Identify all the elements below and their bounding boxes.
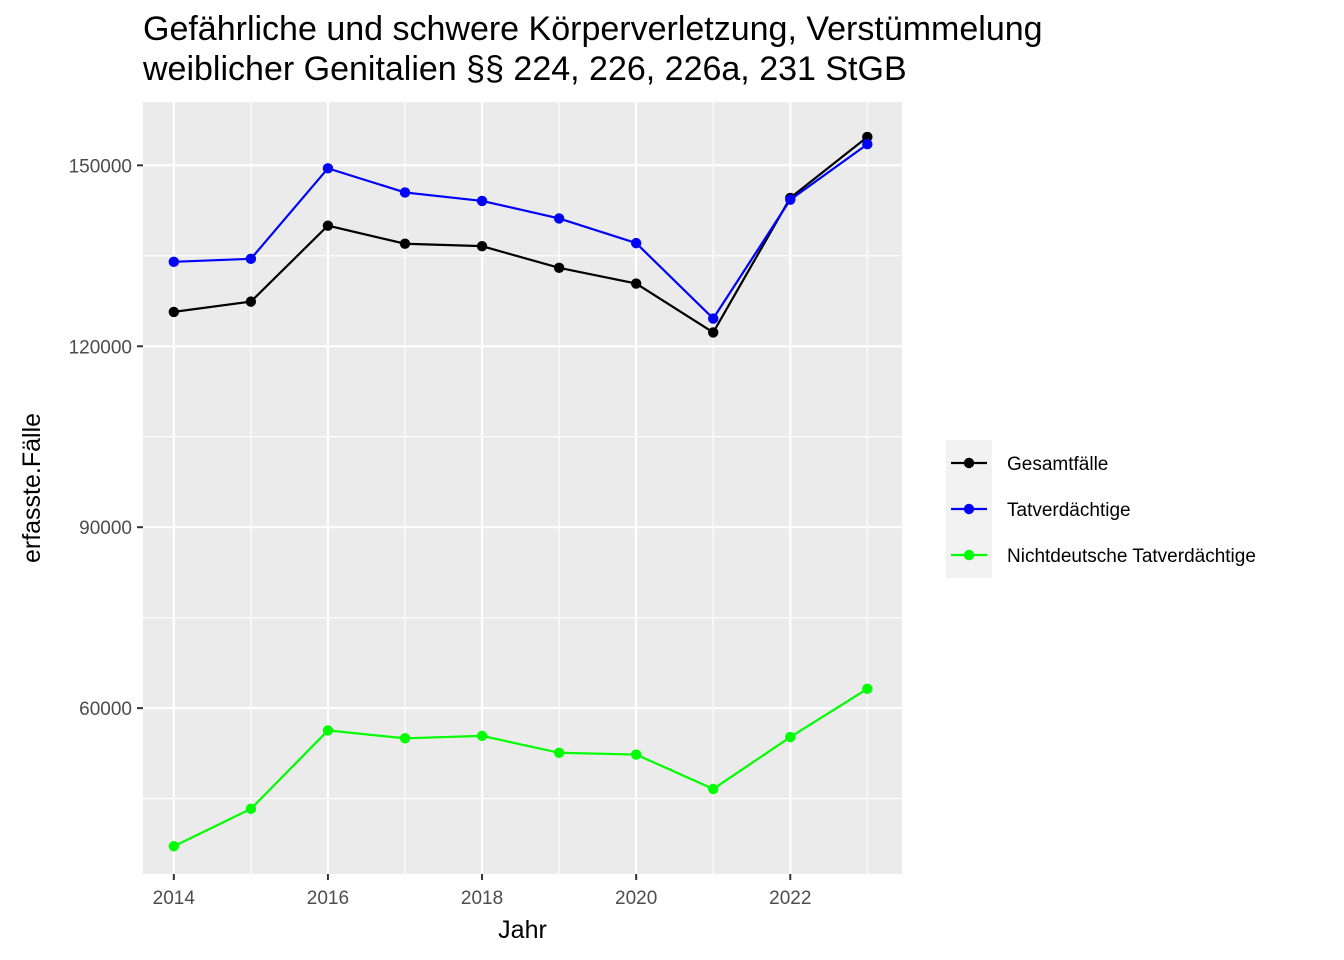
data-point-0-5 (553, 262, 565, 274)
x-tick-label: 2022 (769, 888, 811, 909)
data-point-2-5 (553, 747, 565, 758)
y-tick-label: 150000 (69, 156, 132, 177)
legend-point-2 (963, 549, 975, 561)
legend: Gesamtfälle Tatverdächtige Nichtdeutsche T… (946, 440, 1256, 578)
data-point-2-8 (785, 731, 796, 743)
y-tick-label: 120000 (69, 337, 132, 358)
data-point-1-0 (168, 256, 180, 268)
data-point-0-1 (245, 296, 257, 307)
data-point-1-8 (785, 194, 796, 205)
data-point-2-2 (322, 725, 334, 736)
data-point-1-9 (862, 139, 873, 150)
major-gridlines (143, 102, 902, 874)
legend-label-2: Nichtdeutsche Tatverdächtige (1007, 546, 1256, 567)
series-line-0 (173, 136, 869, 334)
axes-layer: 2014 2016 2018 2020 2022 60000 90000 120000 1500… (69, 156, 812, 909)
x-tick-label: 2016 (307, 888, 349, 909)
data-point-0-3 (399, 238, 411, 249)
data-point-1-6 (630, 237, 642, 249)
data-point-0-4 (476, 240, 488, 252)
plot-panel (143, 102, 902, 874)
data-point-2-3 (399, 733, 411, 744)
chart-title-line-2: weiblicher Genitalien §§ 224, 226, 226a,… (143, 50, 907, 88)
series-line-1 (173, 143, 868, 321)
chart-title-line-1: Gefährliche und schwere Körperverletzung… (143, 10, 1043, 48)
data-point-2-7 (708, 783, 719, 795)
minor-gridlines (143, 102, 902, 874)
data-point-1-7 (708, 313, 719, 324)
x-axis-label: Jahr (498, 916, 547, 944)
data-point-0-6 (630, 278, 642, 289)
data-point-2-9 (862, 683, 873, 695)
data-point-0-7 (708, 327, 719, 338)
x-tick-label: 2020 (615, 888, 657, 909)
data-point-2-1 (245, 803, 257, 815)
data-point-1-5 (553, 213, 565, 224)
legend-point-0 (963, 457, 975, 469)
series-layer (168, 131, 873, 852)
series-line-2 (173, 687, 868, 848)
data-point-2-6 (630, 749, 642, 760)
x-tick-label: 2018 (461, 888, 503, 909)
data-point-1-3 (399, 187, 411, 198)
data-point-1-4 (476, 195, 488, 207)
legend-label-0: Gesamtfälle (1007, 454, 1108, 475)
data-point-1-1 (245, 253, 257, 265)
data-point-1-2 (322, 163, 334, 174)
x-tick-label: 2014 (153, 888, 196, 909)
data-point-0-0 (168, 306, 180, 318)
data-point-2-4 (476, 730, 488, 742)
data-point-0-2 (322, 220, 334, 231)
legend-point-1 (963, 503, 975, 515)
y-tick-label: 90000 (79, 518, 132, 539)
legend-label-1: Tatverdächtige (1007, 500, 1131, 521)
data-point-0-9 (862, 131, 873, 143)
y-axis-label: erfasste.Fälle (18, 413, 46, 563)
y-tick-label: 60000 (79, 699, 132, 720)
data-point-2-0 (168, 841, 180, 852)
